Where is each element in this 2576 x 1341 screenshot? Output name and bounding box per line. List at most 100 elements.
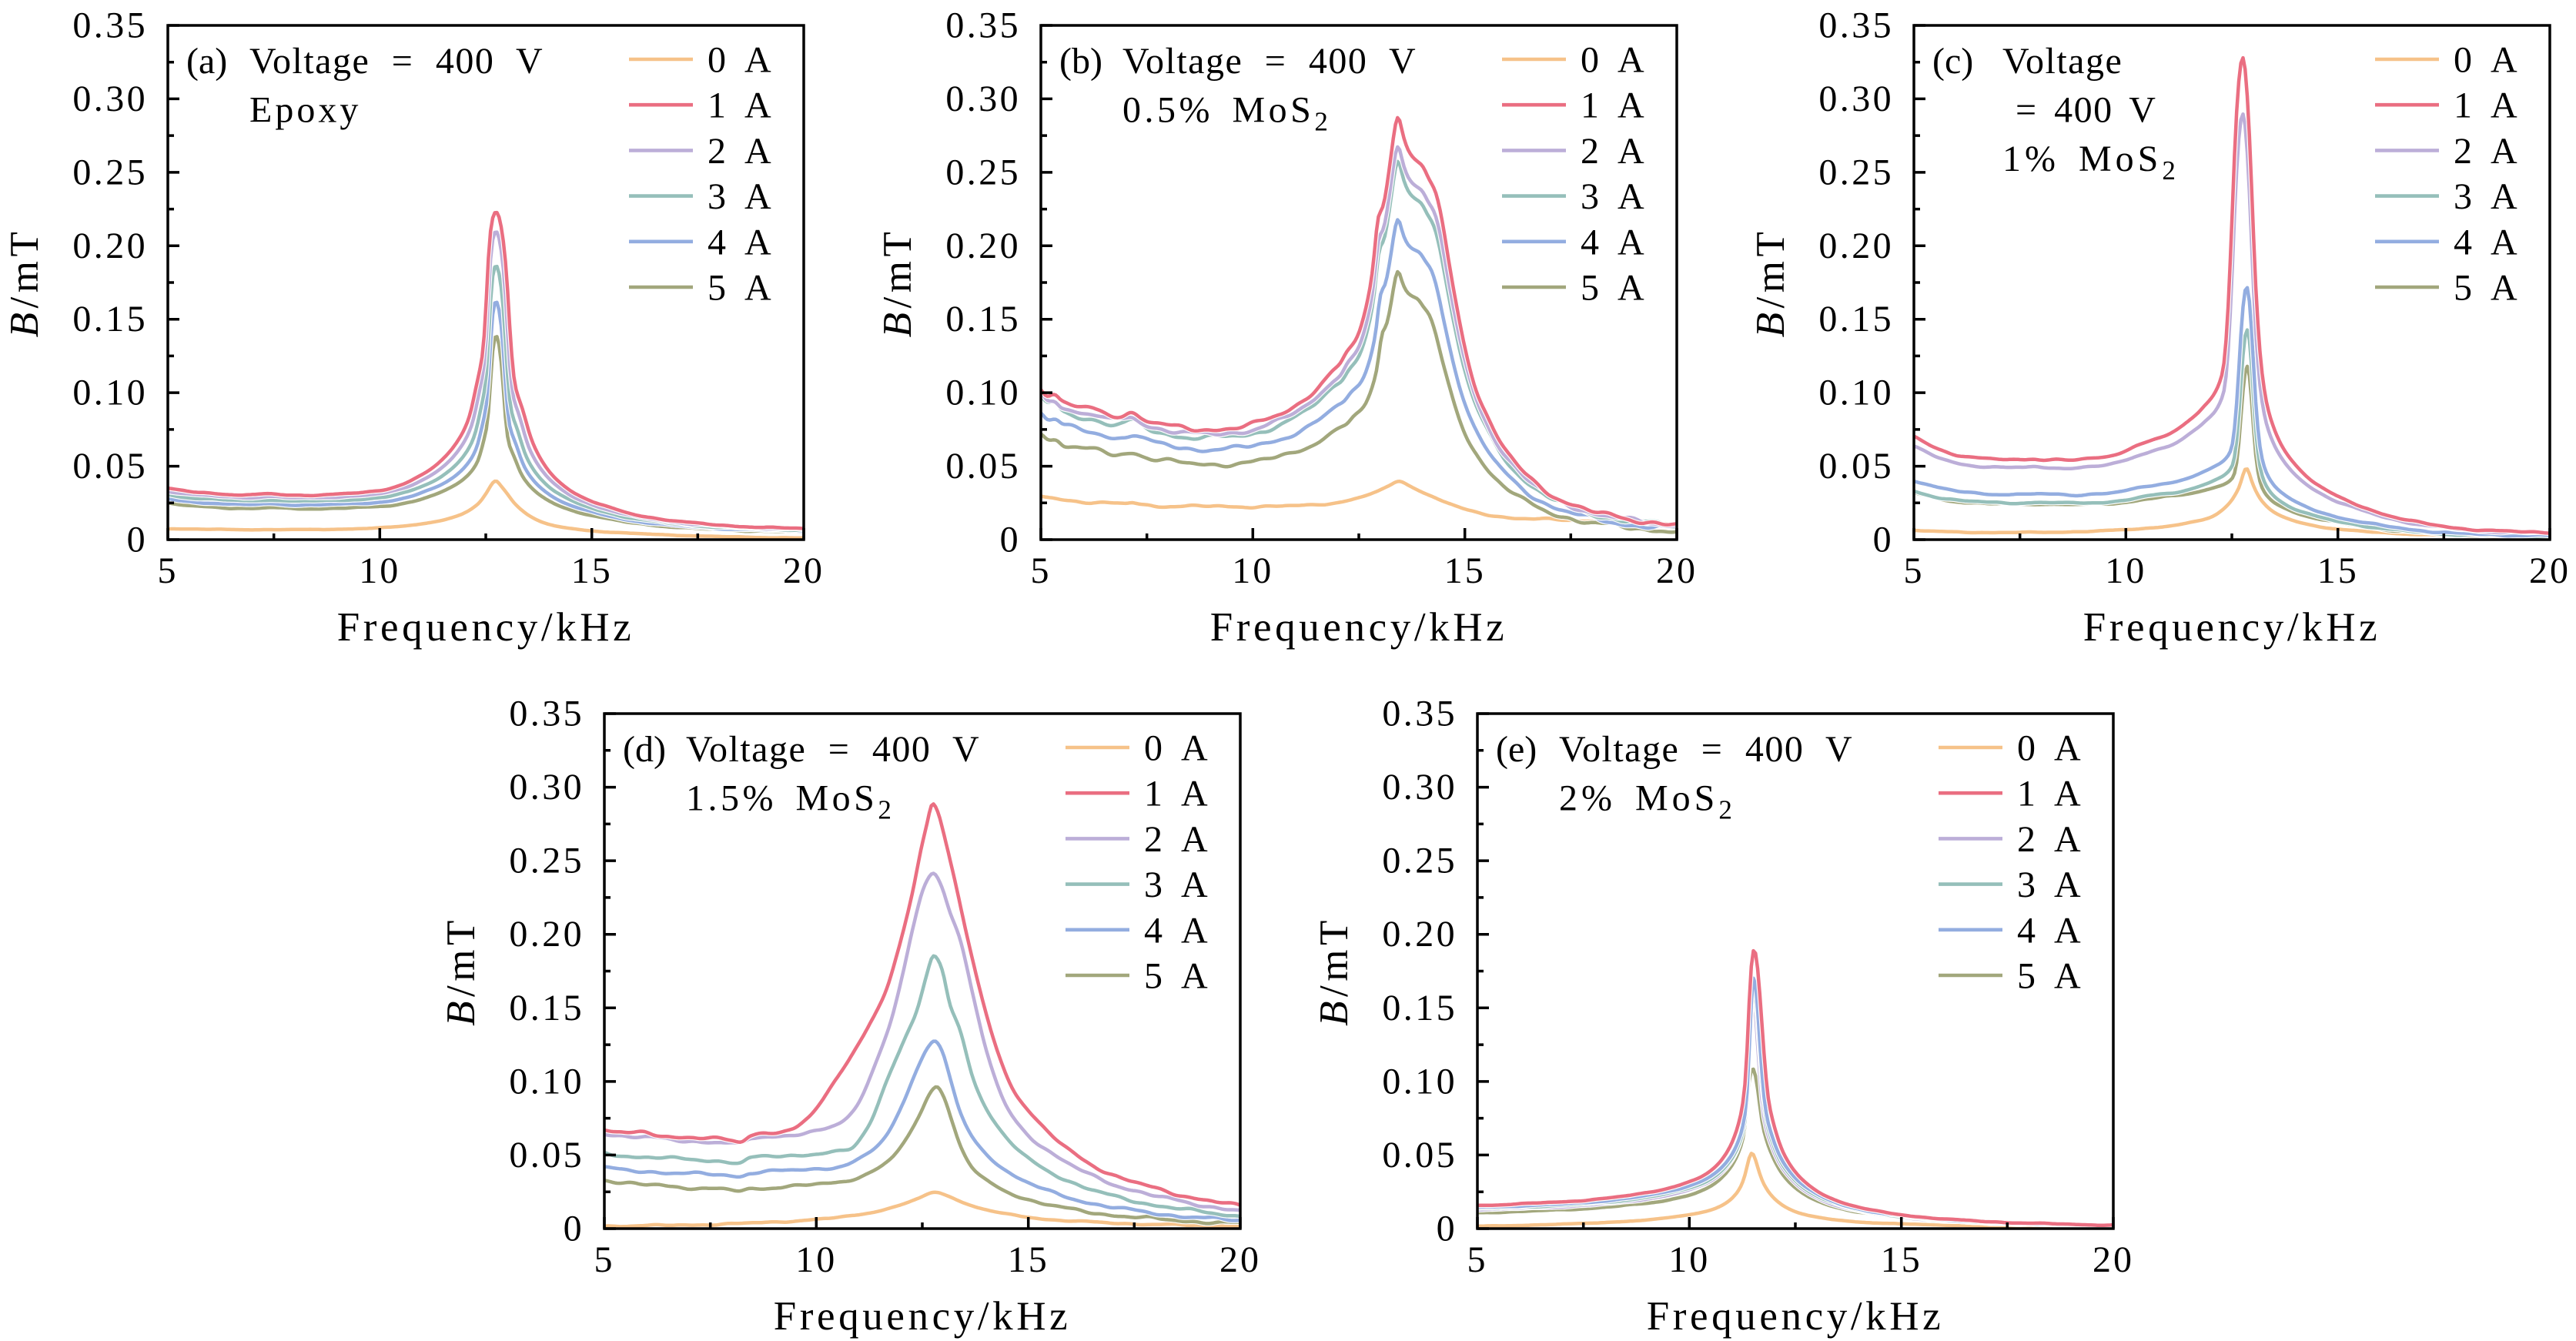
svg-text:0.15: 0.15	[1382, 988, 1457, 1028]
svg-text:A: A	[1181, 819, 1208, 860]
svg-text:A: A	[2491, 40, 2517, 81]
svg-text:5: 5	[2454, 268, 2472, 309]
svg-text:5: 5	[158, 550, 179, 591]
svg-text:10: 10	[1668, 1239, 1710, 1280]
svg-text:B/mT: B/mT	[1748, 228, 1793, 338]
svg-text:A: A	[744, 131, 771, 172]
svg-text:1.5% MoS2: 1.5% MoS2	[686, 778, 895, 825]
svg-text:0.15: 0.15	[72, 299, 148, 339]
svg-text:0.25: 0.25	[72, 152, 148, 192]
svg-text:20: 20	[1656, 550, 1698, 591]
svg-text:0.35: 0.35	[509, 694, 584, 734]
svg-text:(b): (b)	[1059, 41, 1102, 82]
svg-text:1: 1	[2454, 85, 2472, 126]
svg-text:0.25: 0.25	[1818, 152, 1894, 192]
svg-text:A: A	[2491, 131, 2517, 172]
svg-text:0.20: 0.20	[945, 226, 1021, 266]
svg-text:B/mT: B/mT	[2, 228, 47, 338]
svg-text:0.25: 0.25	[945, 152, 1021, 192]
svg-text:0.05: 0.05	[1382, 1135, 1457, 1175]
svg-text:15: 15	[2317, 550, 2359, 591]
svg-text:A: A	[2054, 910, 2081, 951]
svg-text:Voltage = 400 V: Voltage = 400 V	[1559, 729, 1853, 770]
svg-text:0.05: 0.05	[1818, 446, 1894, 487]
svg-text:0.05: 0.05	[509, 1135, 584, 1175]
svg-text:0: 0	[1581, 40, 1599, 81]
svg-text:B/mT: B/mT	[439, 916, 483, 1026]
svg-text:1: 1	[1581, 85, 1599, 126]
svg-text:5: 5	[708, 268, 726, 309]
svg-text:0: 0	[708, 40, 726, 81]
svg-text:A: A	[1618, 85, 1644, 126]
svg-text:1: 1	[1144, 774, 1163, 814]
svg-text:0.10: 0.10	[1818, 373, 1894, 413]
svg-text:4: 4	[2454, 222, 2472, 263]
svg-text:0.30: 0.30	[72, 79, 148, 119]
svg-text:0.30: 0.30	[1382, 767, 1457, 808]
svg-text:0.20: 0.20	[509, 914, 584, 955]
svg-text:20: 20	[2529, 550, 2571, 591]
svg-text:5: 5	[2017, 956, 2036, 997]
svg-text:3: 3	[2017, 864, 2036, 905]
svg-text:Epoxy: Epoxy	[249, 90, 361, 131]
svg-text:A: A	[1618, 176, 1644, 217]
svg-text:1: 1	[2017, 774, 2036, 814]
svg-text:Voltage = 400 V: Voltage = 400 V	[686, 729, 980, 770]
svg-text:A: A	[1181, 864, 1208, 905]
svg-text:0.30: 0.30	[945, 79, 1021, 119]
svg-text:5: 5	[1144, 956, 1163, 997]
svg-text:A: A	[2054, 728, 2081, 769]
svg-text:A: A	[744, 268, 771, 309]
svg-text:0.10: 0.10	[72, 373, 148, 413]
svg-text:0.35: 0.35	[1382, 694, 1457, 734]
svg-text:Voltage = 400 V: Voltage = 400 V	[1122, 41, 1417, 82]
svg-text:A: A	[1181, 728, 1208, 769]
svg-text:A: A	[1181, 910, 1208, 951]
svg-text:0: 0	[1873, 520, 1894, 560]
svg-text:(a): (a)	[186, 41, 227, 82]
svg-text:3: 3	[2454, 176, 2472, 217]
svg-text:Frequency/kHz: Frequency/kHz	[1210, 605, 1508, 650]
svg-text:0: 0	[564, 1209, 584, 1249]
svg-text:0: 0	[127, 520, 148, 560]
svg-text:(e): (e)	[1496, 729, 1537, 770]
svg-text:15: 15	[571, 550, 613, 591]
svg-text:A: A	[744, 40, 771, 81]
svg-text:2: 2	[1144, 819, 1163, 860]
svg-text:0.30: 0.30	[509, 767, 584, 808]
svg-text:2: 2	[2454, 131, 2472, 172]
svg-text:5: 5	[1904, 550, 1925, 591]
svg-text:0: 0	[2454, 40, 2472, 81]
svg-text:5: 5	[1031, 550, 1052, 591]
svg-text:4: 4	[1581, 222, 1599, 263]
svg-text:0.25: 0.25	[1382, 841, 1457, 881]
svg-text:5: 5	[1581, 268, 1599, 309]
svg-text:A: A	[1618, 40, 1644, 81]
svg-text:0.05: 0.05	[945, 446, 1021, 487]
svg-text:1% MoS2: 1% MoS2	[2002, 139, 2180, 186]
svg-text:3: 3	[708, 176, 726, 217]
svg-text:0.15: 0.15	[509, 988, 584, 1028]
svg-text:0.05: 0.05	[72, 446, 148, 487]
svg-text:2: 2	[708, 131, 726, 172]
svg-text:A: A	[2491, 176, 2517, 217]
svg-text:B/mT: B/mT	[875, 228, 920, 338]
svg-text:0.30: 0.30	[1818, 79, 1894, 119]
svg-text:A: A	[1618, 222, 1644, 263]
svg-text:A: A	[1181, 774, 1208, 814]
svg-text:10: 10	[1232, 550, 1273, 591]
svg-text:(d): (d)	[623, 729, 666, 770]
svg-text:4: 4	[708, 222, 726, 263]
svg-text:15: 15	[1881, 1239, 1922, 1280]
svg-text:10: 10	[359, 550, 400, 591]
svg-text:0.5% MoS2: 0.5% MoS2	[1122, 90, 1331, 137]
svg-text:3: 3	[1581, 176, 1599, 217]
svg-text:Voltage: Voltage	[2002, 41, 2123, 82]
svg-text:5: 5	[1467, 1239, 1488, 1280]
svg-text:A: A	[1618, 131, 1644, 172]
svg-text:A: A	[1181, 956, 1208, 997]
svg-text:4: 4	[1144, 910, 1163, 951]
svg-text:(c): (c)	[1932, 41, 1973, 82]
svg-text:2: 2	[1581, 131, 1599, 172]
svg-text:0.20: 0.20	[1382, 914, 1457, 955]
